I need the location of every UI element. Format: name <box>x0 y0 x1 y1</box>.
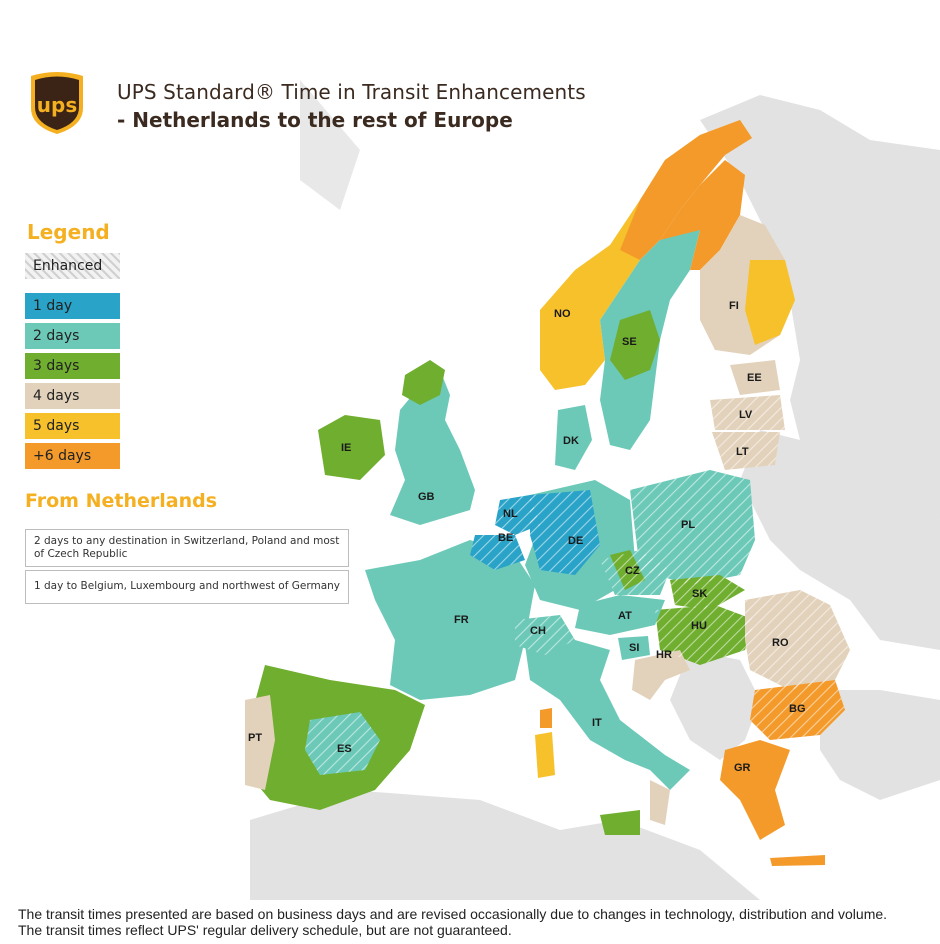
label-nl: NL <box>503 508 518 520</box>
legend-item-label: 3 days <box>33 358 80 374</box>
legend-item-label: 4 days <box>33 388 80 404</box>
region-norway <box>540 120 750 390</box>
legend-item-label: +6 days <box>33 448 92 464</box>
legend-item-2-days: 2 days <box>25 323 120 349</box>
legend-item-label: 2 days <box>33 328 80 344</box>
label-be: BE <box>498 532 513 544</box>
label-hr: HR <box>656 649 672 661</box>
label-ro: RO <box>772 637 789 649</box>
label-pt: PT <box>248 732 262 744</box>
enhanced-overlays <box>305 395 850 775</box>
label-it: IT <box>592 717 602 729</box>
country-labels: NO SE FI EE LV LT DK IE GB NL BE DE PL C… <box>248 300 806 774</box>
region-denmark <box>555 405 592 470</box>
label-hu: HU <box>691 620 707 632</box>
label-si: SI <box>629 642 639 654</box>
from-netherlands-title: From Netherlands <box>25 490 218 512</box>
region-portugal <box>245 695 275 790</box>
label-fi: FI <box>729 300 739 312</box>
legend-item-label: 1 day <box>33 298 73 314</box>
label-pl: PL <box>681 519 695 531</box>
ups-logo: ups <box>31 72 83 134</box>
region-greece <box>720 740 790 840</box>
label-no: NO <box>554 308 571 320</box>
region-croatia <box>632 650 690 700</box>
label-lt: LT <box>736 446 749 458</box>
legend-item-enhanced: Enhanced <box>25 253 120 279</box>
title-line-2: - Netherlands to the rest of Europe <box>117 108 513 132</box>
region-corsica <box>540 708 552 728</box>
label-se: SE <box>622 336 637 348</box>
region-sweden-north <box>660 160 745 270</box>
legend-item-1-day: 1 day <box>25 293 120 319</box>
note-text: 1 day to Belgium, Luxembourg and northwe… <box>34 580 340 592</box>
label-sk: SK <box>692 588 707 600</box>
region-ireland <box>318 415 385 480</box>
label-bg: BG <box>789 703 806 715</box>
note-1-day: 1 day to Belgium, Luxembourg and northwe… <box>25 570 349 604</box>
legend-item-3-days: 3 days <box>25 353 120 379</box>
legend-item-6-plus-days: +6 days <box>25 443 120 469</box>
region-italy-south <box>650 780 670 825</box>
title-line-1: UPS Standard® Time in Transit Enhancemen… <box>117 80 586 104</box>
legend-item-label: 5 days <box>33 418 80 434</box>
legend-item-4-days: 4 days <box>25 383 120 409</box>
label-ie: IE <box>341 442 351 454</box>
region-sweden-mid <box>610 310 660 380</box>
legend-item-label: Enhanced <box>33 258 103 274</box>
region-sardinia <box>535 732 555 778</box>
region-finland-south <box>745 260 795 345</box>
region-austria <box>575 595 665 635</box>
footer-disclaimer: The transit times presented are based on… <box>18 906 888 938</box>
label-gb: GB <box>418 491 435 503</box>
label-es: ES <box>337 743 352 755</box>
region-scotland <box>402 360 445 405</box>
label-lv: LV <box>739 409 753 421</box>
page-title: UPS Standard® Time in Transit Enhancemen… <box>117 80 586 132</box>
label-de: DE <box>568 535 583 547</box>
label-fr: FR <box>454 614 469 626</box>
label-cz: CZ <box>625 565 640 577</box>
legend-item-5-days: 5 days <box>25 413 120 439</box>
label-dk: DK <box>563 435 579 447</box>
ups-logo-text: ups <box>37 93 77 117</box>
region-crete <box>770 855 825 866</box>
region-italy <box>525 640 690 790</box>
label-at: AT <box>618 610 632 622</box>
region-estonia <box>730 360 780 395</box>
region-norway-north <box>620 120 752 260</box>
label-ee: EE <box>747 372 762 384</box>
region-gb <box>390 370 475 525</box>
region-france <box>365 540 535 700</box>
note-text: 2 days to any destination in Switzerland… <box>34 535 340 560</box>
other-land <box>250 80 940 900</box>
region-sicily <box>600 810 640 835</box>
legend-title: Legend <box>27 220 110 244</box>
label-ch: CH <box>530 625 546 637</box>
note-2-days: 2 days to any destination in Switzerland… <box>25 529 349 567</box>
region-slovenia <box>618 636 650 660</box>
label-gr: GR <box>734 762 751 774</box>
